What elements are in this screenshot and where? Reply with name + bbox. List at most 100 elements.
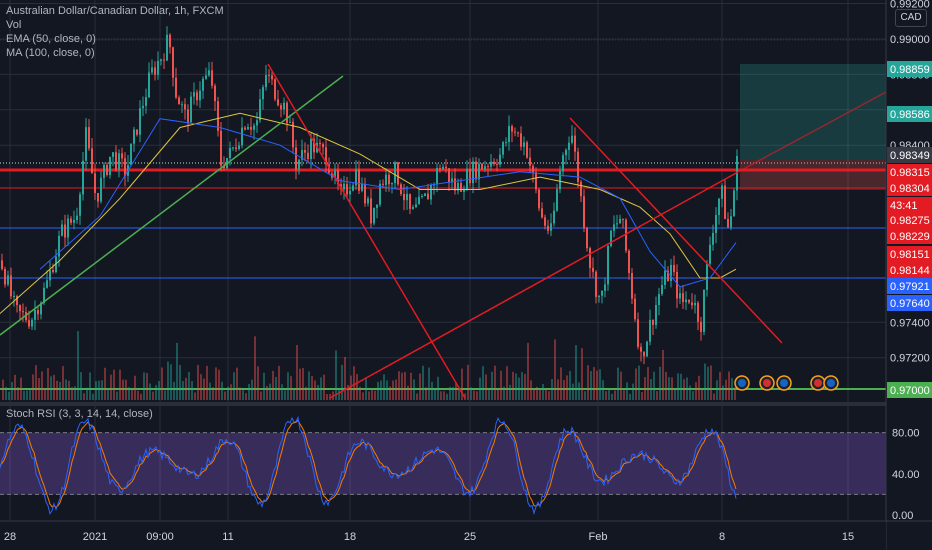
- volume-bar: [239, 387, 241, 400]
- volume-bar: [494, 365, 496, 400]
- volume-bar: [86, 387, 88, 400]
- volume-bar: [599, 369, 601, 400]
- candle-body: [727, 218, 729, 228]
- volume-bar: [722, 385, 724, 400]
- candle-body: [640, 346, 642, 352]
- stoch-k-line: [0, 415, 737, 516]
- candle-body: [313, 138, 315, 153]
- volume-bar: [584, 391, 586, 400]
- volume-bar: [302, 368, 304, 400]
- volume-bar: [587, 365, 589, 400]
- candle-body: [382, 183, 384, 185]
- candle-body: [553, 210, 555, 224]
- volume-bar: [179, 365, 181, 400]
- candle-body: [388, 174, 390, 185]
- volume-bar: [356, 374, 358, 400]
- candle-body: [496, 164, 498, 166]
- volume-bar: [134, 375, 136, 400]
- candle-body: [664, 270, 666, 285]
- candle-body: [607, 246, 609, 285]
- volume-bar: [452, 386, 454, 400]
- candle-body: [166, 34, 168, 61]
- volume-bar: [632, 383, 634, 400]
- candle-body: [79, 194, 81, 216]
- volume-bar: [293, 389, 295, 400]
- volume-bar: [650, 379, 652, 400]
- candle-body: [268, 75, 270, 77]
- candle-body: [235, 147, 237, 150]
- volume-bar: [458, 390, 460, 400]
- candle-body: [556, 189, 558, 211]
- candle-body: [499, 154, 501, 165]
- candle-body: [625, 219, 627, 251]
- candle-body: [514, 131, 516, 133]
- volume-bar: [620, 371, 622, 400]
- volume-bar: [161, 367, 163, 400]
- volume-bar: [419, 373, 421, 400]
- candle-body: [367, 198, 369, 204]
- volume-bar: [191, 381, 193, 400]
- candle-body: [439, 167, 441, 170]
- volume-bar: [320, 377, 322, 400]
- candle-body: [358, 169, 360, 191]
- candle-body: [457, 182, 459, 191]
- volume-bar: [446, 393, 448, 400]
- volume-bar: [626, 382, 628, 400]
- volume-bar: [719, 371, 721, 400]
- stop-zone: [740, 160, 886, 190]
- price-label-level-green: 0.97000: [887, 382, 932, 398]
- volume-bar: [251, 379, 253, 400]
- volume-bar: [89, 372, 91, 400]
- candle-body: [421, 195, 423, 197]
- volume-bar: [548, 391, 550, 400]
- candle-body: [538, 189, 540, 209]
- volume-bar: [230, 384, 232, 400]
- x-tick-label: 8: [719, 531, 725, 543]
- candle-body: [595, 271, 597, 297]
- candle-body: [436, 167, 438, 185]
- candle-body: [355, 169, 357, 186]
- volume-bar: [119, 369, 121, 400]
- volume-bar: [413, 379, 415, 400]
- volume-bar: [665, 371, 667, 400]
- candle-body: [661, 284, 663, 295]
- volume-bar: [125, 379, 127, 400]
- volume-bar: [248, 383, 250, 400]
- candle-body: [733, 190, 735, 217]
- volume-bar: [275, 376, 277, 400]
- candle-body: [16, 295, 18, 305]
- volume-bar: [185, 377, 187, 400]
- candle-body: [688, 299, 690, 303]
- candle-body: [4, 269, 6, 285]
- price-label-current: 0.98349: [887, 147, 932, 163]
- candle-body: [631, 272, 633, 299]
- candle-body: [535, 172, 537, 190]
- volume-bar: [443, 391, 445, 400]
- candle-body: [187, 109, 189, 123]
- candle-body: [598, 295, 600, 297]
- candle-body: [481, 163, 483, 170]
- volume-bar: [104, 367, 106, 400]
- candle-body: [547, 225, 549, 231]
- volume-bar: [422, 365, 424, 400]
- candle-body: [475, 161, 477, 180]
- candle-body: [271, 75, 273, 80]
- volume-bar: [680, 373, 682, 400]
- volume-bar: [614, 390, 616, 400]
- candle-body: [115, 152, 117, 170]
- candle-body: [544, 217, 546, 226]
- candle-body: [91, 148, 93, 174]
- currency-badge[interactable]: CAD: [895, 9, 927, 27]
- chart-legend: Australian Dollar/Canadian Dollar, 1h, F…: [6, 4, 224, 60]
- candle-body: [133, 129, 135, 144]
- candle-body: [451, 178, 453, 183]
- volume-bar: [554, 339, 556, 400]
- legend-vol: Vol: [6, 19, 22, 31]
- volume-bar: [269, 383, 271, 400]
- candle-body: [352, 185, 354, 191]
- volume-bar: [308, 371, 310, 400]
- candle-body: [697, 302, 699, 322]
- candle-body: [658, 294, 660, 306]
- candle-body: [118, 153, 120, 170]
